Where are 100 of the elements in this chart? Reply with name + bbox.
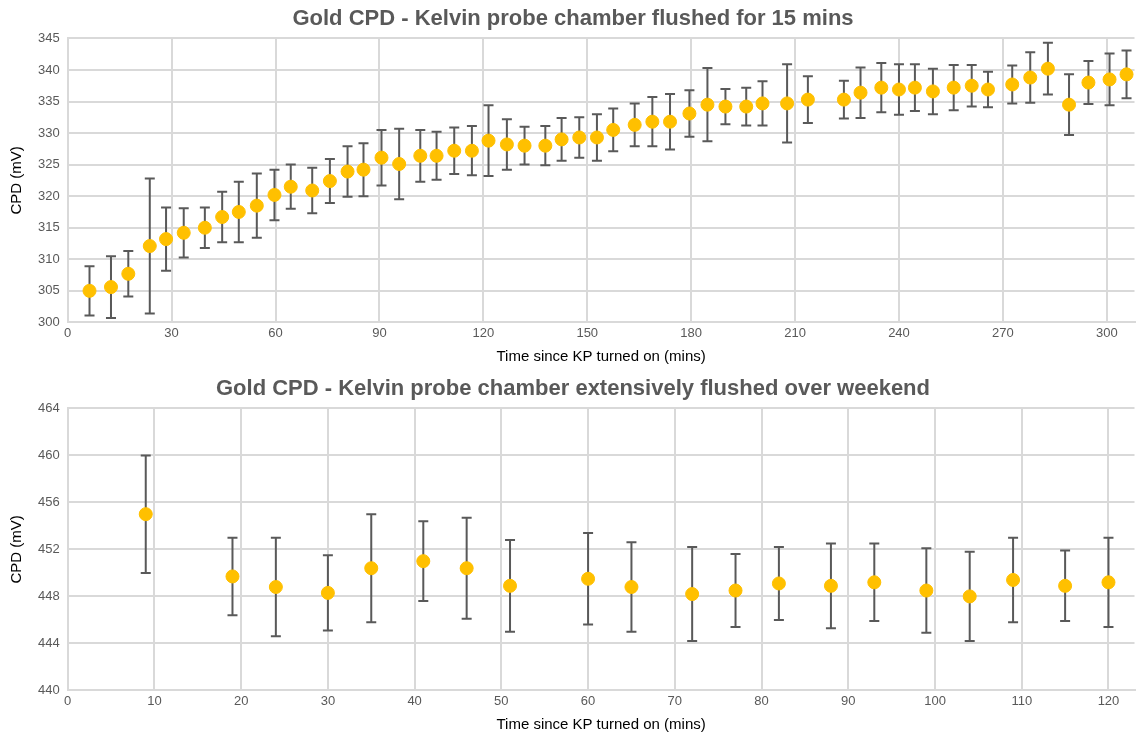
point [142,239,157,254]
point [946,80,961,95]
point [322,174,337,189]
point [215,210,230,224]
point [554,132,569,147]
x-tick-label: 60 [268,324,283,340]
point [771,576,786,591]
point [925,84,940,99]
y-tick-label: 300 [37,313,60,329]
point [645,114,660,129]
point [138,507,153,522]
point [663,114,678,129]
y-tick-label: 452 [37,540,60,556]
x-axis-title: Time since KP turned on (mins) [496,347,706,365]
point [197,220,212,235]
y-tick-label: 440 [37,681,60,697]
point [268,580,283,594]
point [1023,70,1038,85]
point [800,92,815,107]
point [606,122,621,137]
x-tick-label: 120 [1097,692,1120,708]
x-tick-label: 30 [164,324,179,340]
point [728,583,743,598]
y-tick-label: 340 [37,61,60,77]
x-tick-label: 80 [754,692,769,708]
point [231,204,246,219]
x-tick-label: 30 [320,692,336,708]
point [459,561,474,576]
x-tick-label: 10 [147,692,162,708]
point [283,179,298,194]
point [503,578,518,593]
point [364,561,379,576]
point [1062,97,1077,112]
y-tick-label: 305 [37,282,60,298]
x-tick-label: 60 [580,692,596,708]
point [267,187,282,202]
point [1006,572,1021,587]
point [581,571,596,586]
x-axis-title: Time since KP turned on (mins) [496,715,706,733]
x-tick-label: 40 [407,692,422,708]
x-tick-label: 180 [680,324,702,340]
y-tick-label: 325 [37,156,60,172]
y-axis-title: CPD (mV) [7,515,25,584]
point [249,198,264,213]
point [718,99,733,114]
point [464,143,479,158]
point [429,148,444,163]
point [517,138,532,153]
y-tick-label: 310 [37,250,60,266]
x-tick-label: 90 [372,324,387,340]
point [853,85,868,100]
y-tick-label: 335 [37,93,60,109]
point [374,150,389,165]
x-tick-label: 240 [888,324,910,340]
point [176,225,191,240]
x-tick-label: 50 [494,692,509,708]
point [685,587,700,602]
x-tick-label: 210 [784,324,806,340]
point [159,232,174,247]
point [481,133,496,148]
x-tick-label: 0 [64,692,72,708]
point [1102,72,1117,87]
point [962,589,977,604]
point [538,138,553,153]
point [447,143,462,158]
point [980,82,995,97]
y-tick-label: 345 [37,29,60,45]
chart-title: Gold CPD - Kelvin probe chamber extensively flushed over weekend [216,375,930,401]
point [413,148,428,163]
y-tick-label: 456 [37,493,60,509]
y-tick-label: 464 [37,399,60,415]
point [305,183,320,198]
point [700,97,715,112]
point [356,162,371,177]
x-tick-label: 70 [667,692,683,708]
point [499,137,514,152]
point [891,82,906,97]
point [627,117,642,132]
x-tick-label: 300 [1095,324,1118,340]
point [836,92,851,107]
point [121,266,136,281]
point [416,554,431,569]
x-tick-label: 0 [64,324,72,340]
chart-title: Gold CPD - Kelvin probe chamber flushed for 15 mins [292,5,854,31]
x-tick-label: 90 [841,692,856,708]
point [103,280,118,295]
point [867,575,882,590]
point [1005,77,1020,92]
point [320,585,335,600]
point [1081,75,1096,90]
x-tick-label: 20 [233,692,249,708]
y-tick-label: 320 [37,187,60,203]
y-tick-label: 444 [37,634,60,650]
point [225,569,240,584]
point [1101,575,1116,590]
point [1119,67,1134,82]
point [780,96,795,111]
x-tick-label: 100 [924,692,946,708]
y-axis-title: CPD (mV) [7,146,25,215]
point [755,96,770,111]
